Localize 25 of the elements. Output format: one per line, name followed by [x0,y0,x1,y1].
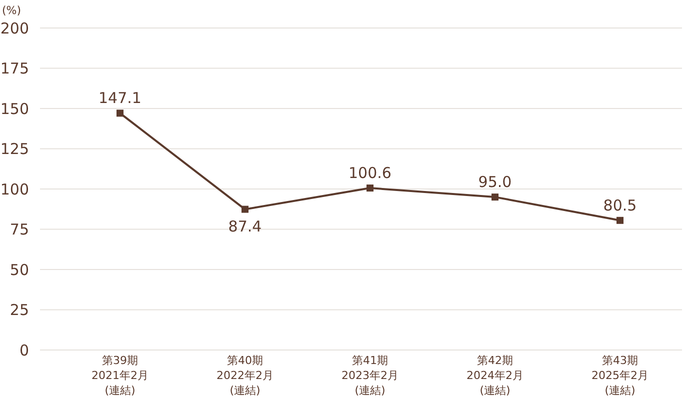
x-tick-label: 第43期 2025年2月 (連結) [592,354,648,397]
y-tick-label: 200 [0,19,29,38]
point [366,184,374,192]
x-tick-label: 第41期 2023年2月 (連結) [342,354,398,397]
point [116,110,124,117]
y-tick-label: 125 [0,140,29,158]
data-label: 95.0 [478,173,512,192]
y-tick-label: 175 [0,60,29,78]
y-axis-title: (%) [2,4,22,17]
x-tick-label: 第42期 2024年2月 (連結) [466,354,524,397]
data-label: 87.4 [228,217,262,236]
point [616,216,624,224]
data-label: 147.1 [98,89,142,108]
y-tick-label: 25 [10,301,29,319]
y-tick-label: 75 [10,220,29,238]
x-tick-label: 第39期 2021年2月 (連結) [92,354,148,397]
data-label: 80.5 [603,196,637,214]
y-tick-label: 100 [0,180,29,198]
y-tick-label: 0 [19,341,29,360]
y-tick-label: 50 [10,260,29,279]
x-tick-label: 第40期 2022年2月 (連結) [216,354,274,397]
y-tick-label: 150 [0,100,29,118]
point [492,194,498,201]
data-label: 100.6 [348,164,392,182]
point [242,206,248,213]
